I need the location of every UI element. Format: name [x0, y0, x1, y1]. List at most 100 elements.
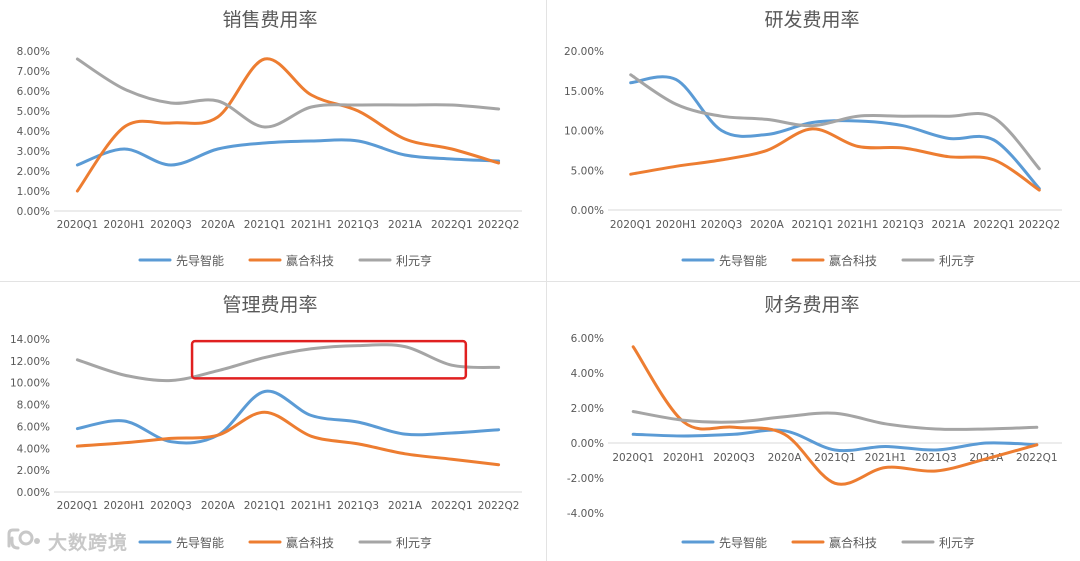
data-point — [733, 433, 736, 436]
legend-label-1: 先导智能 — [176, 535, 224, 550]
data-point — [263, 58, 266, 61]
y-tick-label: 7.00% — [17, 66, 50, 78]
y-tick-label: 1.00% — [17, 186, 50, 198]
data-point — [170, 379, 173, 382]
data-point — [1038, 189, 1041, 192]
data-point — [675, 103, 678, 106]
y-tick-label: 8.00% — [17, 46, 50, 58]
series-line-1 — [75, 138, 501, 167]
x-tick-label: 2020H1 — [655, 219, 696, 231]
data-point — [357, 421, 360, 424]
legend-label-3: 利元亨 — [939, 253, 975, 268]
series-line-1 — [631, 428, 1039, 453]
data-point — [629, 173, 632, 176]
data-point — [934, 449, 937, 452]
data-point — [947, 155, 950, 158]
x-tick-label: 2021A — [932, 219, 967, 231]
x-tick-label: 2021H1 — [291, 219, 332, 231]
data-point — [733, 421, 736, 424]
y-tick-label: 0.00% — [571, 205, 604, 217]
data-point — [170, 122, 173, 125]
y-tick-label: 2.00% — [17, 166, 50, 178]
legend-label-3: 利元亨 — [396, 535, 432, 550]
data-point — [404, 452, 407, 455]
data-point — [733, 426, 736, 429]
data-point — [76, 427, 79, 430]
y-tick-label: 6.00% — [17, 421, 50, 433]
data-point — [216, 369, 219, 372]
data-point — [404, 433, 407, 436]
x-tick-label: 2020H1 — [104, 500, 145, 512]
x-tick-label: 2020Q1 — [612, 452, 654, 464]
data-point — [450, 158, 453, 161]
data-point — [310, 414, 313, 417]
chart-title-2: 研发费用率 — [764, 9, 859, 31]
legend-label-1: 先导智能 — [176, 253, 224, 268]
data-point — [934, 470, 937, 473]
x-tick-label: 2021A — [388, 219, 423, 231]
data-point — [263, 356, 266, 359]
x-tick-label: 2020Q3 — [150, 500, 192, 512]
legend-label-2: 赢合科技 — [286, 253, 334, 268]
data-point — [357, 140, 360, 143]
data-point — [1035, 443, 1038, 446]
highlight-box — [190, 339, 468, 380]
data-point — [682, 435, 685, 438]
chart-panel-1: 销售费用率 0.00% 1.00% 2.00% 3.00% 4.00% 5.00% 6.00%… — [17, 9, 522, 268]
x-tick-label: 2020Q1 — [57, 219, 99, 231]
data-point — [76, 58, 79, 61]
x-tick-label: 2022Q1 — [973, 219, 1015, 231]
data-point — [216, 116, 219, 119]
series-line-2 — [631, 345, 1039, 486]
data-point — [675, 78, 678, 81]
data-point — [450, 431, 453, 434]
data-point — [497, 108, 500, 111]
data-point — [720, 129, 723, 132]
y-tick-label: -2.00% — [567, 473, 604, 485]
y-tick-label: 0.00% — [571, 438, 604, 450]
data-point — [216, 100, 219, 103]
chart-title-3: 管理费用率 — [222, 294, 317, 316]
series-line-3 — [631, 410, 1039, 431]
data-point — [404, 138, 407, 141]
data-point — [811, 121, 814, 124]
data-point — [985, 457, 988, 460]
data-point — [76, 190, 79, 193]
data-point — [76, 164, 79, 167]
data-point — [76, 445, 79, 448]
series-line-1 — [629, 75, 1041, 190]
data-point — [497, 162, 500, 165]
data-point — [357, 110, 360, 113]
data-point — [216, 434, 219, 437]
x-tick-label: 2022Q1 — [431, 500, 473, 512]
data-point — [123, 148, 126, 151]
data-point — [170, 440, 173, 443]
data-point — [170, 437, 173, 440]
chart-panel-4: 财务费用率 -4.00% -2.00% 0.00% 2.00% 4.00% 6.00% 202… — [567, 294, 1062, 550]
data-point — [985, 428, 988, 431]
y-tick-label: 12.00% — [10, 356, 50, 368]
y-tick-label: 4.00% — [17, 443, 50, 455]
x-tick-label: 2021Q3 — [915, 452, 957, 464]
series-line-2 — [75, 57, 501, 193]
data-point — [902, 146, 905, 149]
y-tick-label: 15.00% — [564, 86, 604, 98]
data-point — [357, 344, 360, 347]
x-tick-label: 2021Q3 — [882, 219, 924, 231]
data-point — [834, 412, 837, 415]
data-point — [632, 410, 635, 413]
x-tick-label: 2020A — [768, 452, 803, 464]
data-point — [357, 104, 360, 107]
data-point — [497, 428, 500, 431]
x-tick-label: 2020A — [750, 219, 785, 231]
data-point — [404, 104, 407, 107]
y-tick-label: -4.00% — [567, 508, 604, 520]
y-tick-label: 4.00% — [17, 126, 50, 138]
y-tick-label: 0.00% — [17, 487, 50, 499]
x-tick-label: 2020H1 — [104, 219, 145, 231]
x-tick-label: 2020Q1 — [610, 219, 652, 231]
x-tick-label: 2021Q1 — [244, 219, 286, 231]
data-point — [992, 158, 995, 161]
legend-label-1: 先导智能 — [719, 535, 767, 550]
y-tick-label: 2.00% — [17, 465, 50, 477]
